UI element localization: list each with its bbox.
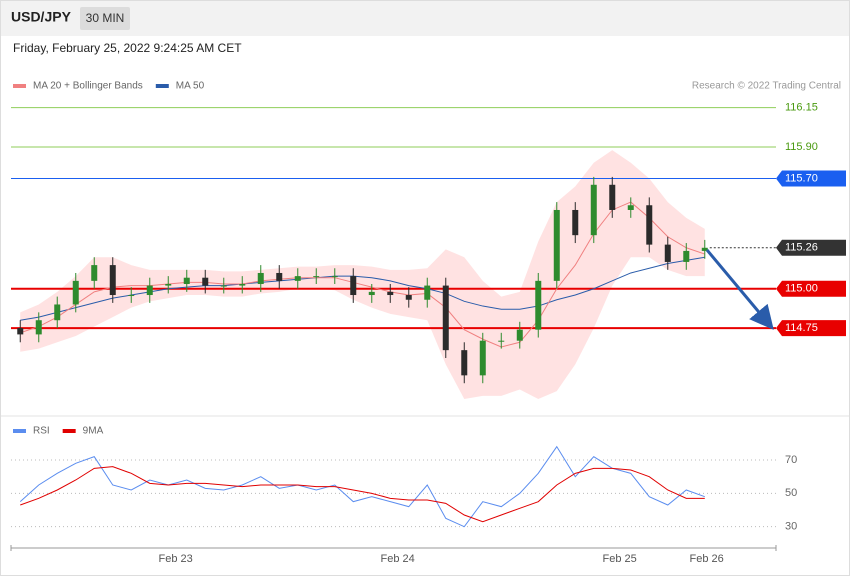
candle-body bbox=[442, 285, 449, 351]
level-tag bbox=[776, 280, 846, 297]
y-tick-label: 50 bbox=[785, 487, 797, 499]
candle-body bbox=[220, 285, 227, 287]
candle-body bbox=[146, 285, 153, 296]
legend-label: MA 20 + Bollinger Bands bbox=[33, 81, 143, 92]
interval-badge bbox=[80, 7, 130, 30]
line bbox=[20, 201, 705, 348]
y-tick-label: 70 bbox=[785, 454, 797, 466]
candle-body bbox=[387, 291, 394, 296]
legend-label: RSI bbox=[33, 426, 50, 437]
level-label: 115.90 bbox=[785, 141, 818, 153]
candle-body bbox=[424, 285, 431, 300]
forecast-arrow bbox=[705, 249, 774, 330]
candle-body bbox=[479, 340, 486, 376]
x-tick-label: Feb 23 bbox=[159, 553, 193, 565]
candle-body bbox=[313, 276, 320, 278]
candle-body bbox=[609, 184, 616, 210]
level-tag bbox=[776, 170, 846, 187]
candle-body bbox=[590, 184, 597, 236]
candle-body bbox=[553, 209, 560, 281]
candle-body bbox=[183, 277, 190, 284]
candle-body bbox=[239, 284, 246, 286]
candle-body bbox=[165, 284, 172, 286]
candle-body bbox=[350, 276, 357, 296]
level-label: 114.75 bbox=[785, 322, 818, 334]
candle-body bbox=[331, 276, 338, 278]
candle-body bbox=[701, 247, 708, 251]
candle-body bbox=[128, 295, 135, 297]
candle-body bbox=[17, 328, 24, 335]
candle-body bbox=[498, 340, 505, 342]
candle-body bbox=[646, 205, 653, 245]
line bbox=[20, 256, 705, 321]
candle-body bbox=[202, 277, 209, 286]
candle-body bbox=[368, 291, 375, 296]
header-bar bbox=[1, 1, 849, 36]
candle-body bbox=[72, 280, 79, 305]
level-tag bbox=[776, 320, 846, 337]
candle-body bbox=[535, 280, 542, 330]
y-tick-label: 30 bbox=[785, 521, 797, 533]
x-tick-label: Feb 24 bbox=[381, 553, 415, 565]
candle-body bbox=[405, 295, 412, 300]
level-label: 115.00 bbox=[785, 283, 818, 295]
candle-body bbox=[35, 320, 42, 335]
symbol: USD/JPY bbox=[11, 9, 72, 25]
bollinger-band bbox=[20, 150, 705, 399]
x-tick-label: Feb 26 bbox=[689, 553, 723, 565]
candle-body bbox=[627, 205, 634, 210]
candle-body bbox=[516, 329, 523, 341]
legend-label: 9MA bbox=[83, 426, 104, 437]
line bbox=[20, 466, 705, 523]
candle-body bbox=[109, 265, 116, 296]
candle-body bbox=[91, 265, 98, 281]
credit: Research © 2022 Trading Central bbox=[692, 81, 841, 92]
candle-body bbox=[276, 272, 283, 281]
level-label: 116.15 bbox=[785, 102, 818, 114]
interval: 30 MIN bbox=[86, 11, 125, 25]
legend-swatch bbox=[62, 429, 76, 433]
x-tick-label: Feb 25 bbox=[603, 553, 637, 565]
legend-swatch bbox=[13, 429, 26, 433]
candle-body bbox=[54, 304, 61, 321]
candle-body bbox=[257, 272, 264, 284]
level-label: 115.70 bbox=[785, 172, 818, 184]
timestamp: Friday, February 25, 2022 9:24:25 AM CET bbox=[13, 41, 242, 55]
legend-label: MA 50 bbox=[176, 81, 205, 92]
level-tag bbox=[776, 239, 846, 256]
legend-swatch bbox=[155, 84, 169, 88]
candle-body bbox=[572, 209, 579, 236]
candle-body bbox=[664, 244, 671, 262]
candle-body bbox=[294, 276, 301, 281]
level-label: 115.26 bbox=[785, 242, 818, 254]
legend-swatch bbox=[13, 84, 26, 88]
line bbox=[19, 445, 705, 528]
candle-body bbox=[461, 350, 468, 376]
candle-body bbox=[683, 250, 690, 262]
